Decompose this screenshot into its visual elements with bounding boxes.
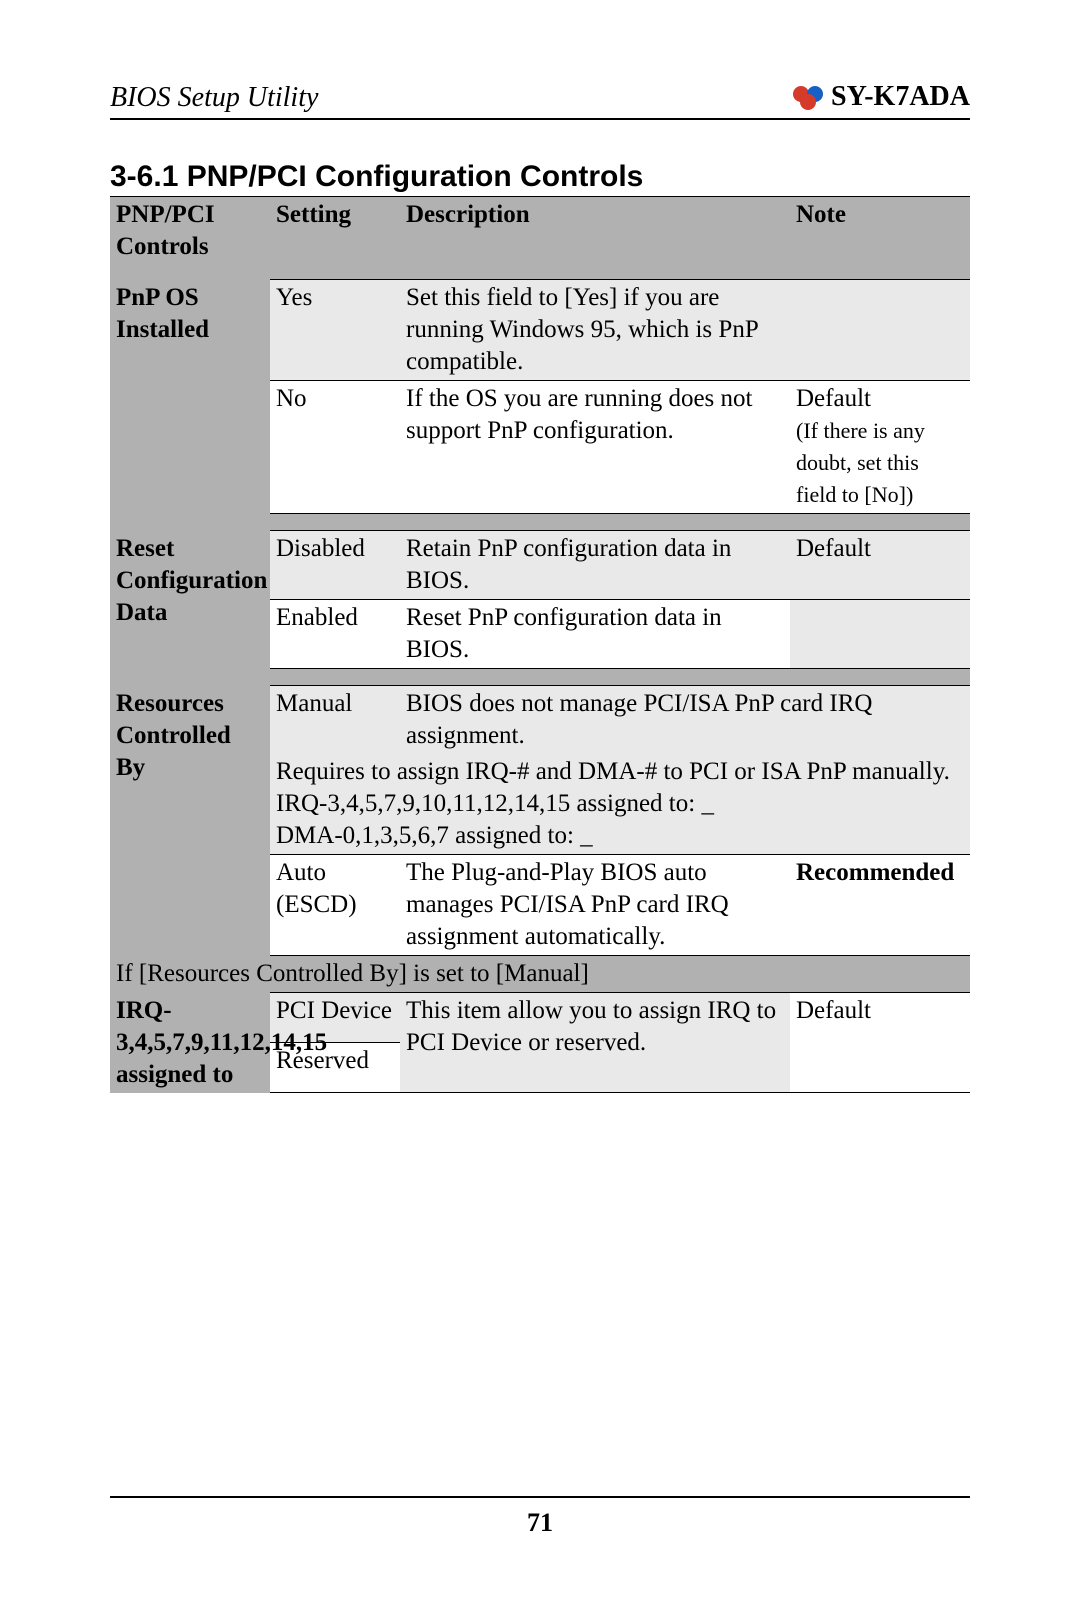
reset-enabled-desc: Reset PnP configuration data in BIOS. [400,600,790,669]
page-header: BIOS Setup Utility SY-K7ADA [110,80,970,120]
footer-rule [110,1496,970,1498]
col-header-description: Description [400,197,790,266]
resources-auto-desc: The Plug-and-Play BIOS auto manages PCI/… [400,855,790,956]
resources-manual-setting: Manual [270,686,400,755]
resources-auto-note: Recommended [790,855,970,956]
pnp-os-no-note-extra: (If there is any doubt, set this field t… [796,418,925,507]
brand-logo-icon [791,80,825,114]
pnp-os-no-note: Default (If there is any doubt, set this… [790,381,970,514]
resources-manual-extra: Requires to assign IRQ-# and DMA-# to PC… [270,754,970,855]
section-title: 3-6.1 PNP/PCI Configuration Controls [110,160,970,194]
pnp-os-no-note-default: Default [796,385,871,412]
pnp-os-no-desc: If the OS you are running does not suppo… [400,381,790,514]
resources-manual-desc: BIOS does not manage PCI/ISA PnP card IR… [400,686,970,755]
config-table: PNP/PCI Controls Setting Description Not… [110,196,970,1093]
row-label-pnp-os: PnP OS Installed [110,280,270,514]
col-header-note: Note [790,197,970,266]
condition-row: If [Resources Controlled By] is set to [… [110,956,970,993]
row-label-resources: Resources Controlled By [110,686,270,956]
reset-disabled-note: Default [790,531,970,600]
header-left: BIOS Setup Utility [110,82,318,114]
model-label: SY-K7ADA [831,81,970,113]
resources-auto-setting: Auto (ESCD) [270,855,400,956]
row-label-reset-cfg: Reset Configuration Data [110,531,270,669]
pnp-os-yes-setting: Yes [270,280,400,381]
pnp-os-no-setting: No [270,381,400,514]
irq-note: Default [790,993,970,1093]
col-header-controls: PNP/PCI Controls [110,197,270,266]
reset-enabled-setting: Enabled [270,600,400,669]
pnp-os-yes-note [790,280,970,381]
irq-setting-reserved: Reserved [270,1043,400,1093]
pnp-os-yes-desc: Set this field to [Yes] if you are runni… [400,280,790,381]
col-header-setting: Setting [270,197,400,266]
reset-disabled-desc: Retain PnP configuration data in BIOS. [400,531,790,600]
page-number: 71 [0,1508,1080,1538]
reset-enabled-note [790,600,970,669]
row-label-irq: IRQ-3,4,5,7,9,11,12,14,15 assigned to [110,993,270,1093]
irq-desc: This item allow you to assign IRQ to PCI… [400,993,790,1093]
header-right: SY-K7ADA [791,80,970,114]
reset-disabled-setting: Disabled [270,531,400,600]
